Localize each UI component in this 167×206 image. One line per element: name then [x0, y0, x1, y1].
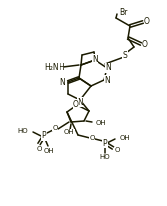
Text: O: O [142, 40, 148, 48]
Text: O: O [52, 125, 58, 131]
Text: O: O [73, 99, 79, 109]
Text: N: N [59, 77, 65, 87]
Text: N: N [105, 63, 111, 73]
Text: OH: OH [44, 148, 54, 154]
Text: N: N [104, 76, 110, 84]
Text: HO: HO [100, 154, 110, 160]
Text: Br: Br [119, 7, 127, 16]
Text: N: N [92, 55, 98, 63]
Text: O: O [114, 147, 120, 153]
Text: OH: OH [96, 120, 107, 126]
Text: S: S [123, 50, 127, 60]
Text: O: O [144, 16, 150, 26]
Text: OH: OH [64, 129, 74, 135]
Text: P: P [42, 131, 46, 140]
Text: HO: HO [17, 128, 28, 134]
Text: O: O [89, 135, 95, 141]
Text: N: N [77, 97, 83, 107]
Text: H₂N: H₂N [44, 63, 59, 73]
Text: P: P [103, 138, 107, 147]
Text: O: O [36, 146, 42, 152]
Text: OH: OH [120, 135, 131, 141]
Text: H: H [58, 62, 64, 71]
Text: H₂N: H₂N [45, 62, 60, 71]
